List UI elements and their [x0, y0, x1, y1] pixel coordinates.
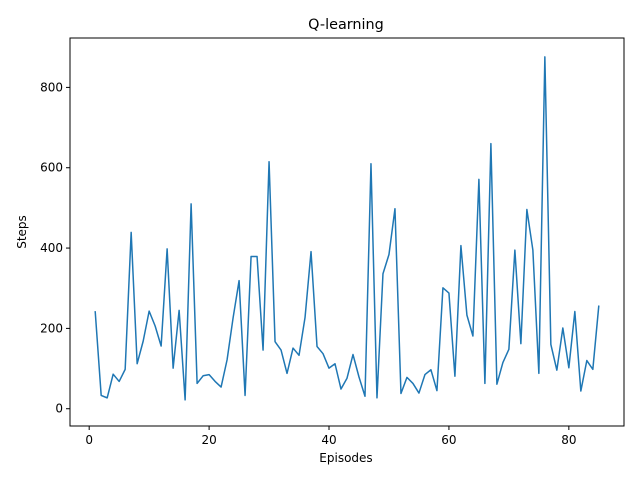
- plot-frame: [69, 37, 625, 427]
- x-tick-label: 40: [321, 433, 336, 447]
- y-tick-label: 600: [40, 161, 63, 175]
- y-axis-label: Steps: [15, 215, 29, 249]
- plot-marks: [94, 56, 600, 401]
- x-axis-ticks: 0 20 40 60 80: [85, 426, 576, 447]
- y-tick-label: 400: [40, 241, 63, 255]
- series-line-0: [94, 56, 600, 401]
- y-tick-label: 800: [40, 80, 63, 94]
- x-axis-label: Episodes: [319, 451, 372, 465]
- x-tick-label: 20: [201, 433, 216, 447]
- x-tick-label: 0: [85, 433, 93, 447]
- y-axis-ticks: 0 200 400 600 800: [40, 80, 70, 416]
- y-tick-label: 200: [40, 321, 63, 335]
- x-tick-label: 80: [561, 433, 576, 447]
- x-tick-label: 60: [441, 433, 456, 447]
- y-tick-label: 0: [55, 402, 63, 416]
- chart-title: Q-learning: [308, 17, 384, 33]
